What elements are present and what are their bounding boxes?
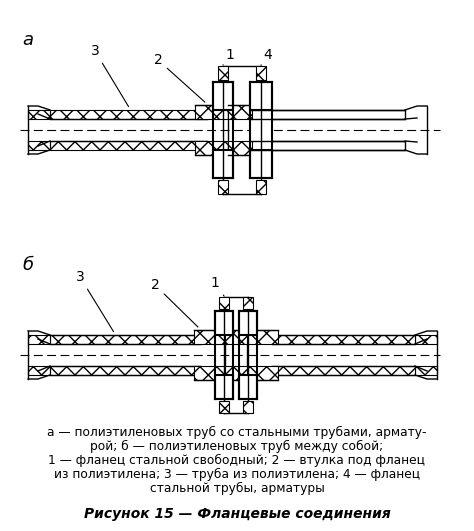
Bar	[194, 330, 225, 344]
Text: 1: 1	[210, 276, 224, 296]
Bar	[247, 330, 278, 344]
Bar	[270, 110, 405, 119]
Bar	[219, 297, 229, 309]
Text: 1: 1	[223, 48, 235, 65]
Bar	[256, 66, 266, 80]
Bar	[243, 401, 253, 413]
Text: 1 — фланец стальной свободный; 2 — втулка под фланец: 1 — фланец стальной свободный; 2 — втулк…	[48, 454, 426, 467]
Bar	[28, 110, 50, 119]
Bar	[28, 141, 50, 150]
Bar	[225, 330, 247, 344]
Text: Рисунок 15 — Фланцевые соединения: Рисунок 15 — Фланцевые соединения	[83, 507, 391, 521]
Bar	[415, 335, 437, 344]
Bar	[218, 66, 228, 80]
Bar	[243, 401, 253, 413]
Bar	[225, 366, 247, 380]
Bar	[225, 330, 247, 344]
Text: б: б	[22, 256, 33, 274]
Bar	[28, 141, 50, 150]
Bar	[195, 141, 228, 155]
Bar	[219, 297, 229, 309]
Bar	[194, 330, 225, 344]
Bar	[225, 366, 247, 380]
Bar	[215, 311, 233, 335]
Text: стальной трубы, арматуры: стальной трубы, арматуры	[150, 482, 324, 495]
Bar	[228, 105, 252, 119]
Bar	[228, 141, 252, 155]
Bar	[194, 366, 225, 380]
Bar	[218, 180, 228, 194]
Bar	[415, 366, 437, 375]
Bar	[219, 401, 229, 413]
Bar	[50, 335, 200, 344]
Bar	[247, 330, 278, 344]
Bar	[415, 335, 437, 344]
Text: а: а	[22, 31, 33, 49]
Bar	[243, 297, 253, 309]
Bar	[256, 66, 266, 80]
Bar	[228, 105, 252, 119]
Text: 4: 4	[261, 48, 273, 65]
Text: а — полиэтиленовых труб со стальными трубами, армату-: а — полиэтиленовых труб со стальными тру…	[47, 426, 427, 439]
Bar	[28, 335, 50, 344]
Bar	[50, 141, 207, 150]
Bar	[247, 366, 278, 380]
Bar	[250, 150, 272, 178]
Text: 2: 2	[154, 53, 205, 102]
Bar	[247, 366, 278, 380]
Bar	[272, 366, 415, 375]
Bar	[50, 141, 207, 150]
Bar	[215, 375, 233, 399]
Bar	[239, 375, 257, 399]
Text: 3: 3	[76, 270, 114, 332]
Bar	[228, 141, 252, 155]
Bar	[270, 141, 405, 150]
Text: 3: 3	[91, 44, 128, 107]
Bar	[50, 110, 207, 119]
Bar	[194, 366, 225, 380]
Bar	[195, 141, 228, 155]
Bar	[28, 366, 50, 375]
Bar	[195, 105, 228, 119]
Bar	[239, 311, 257, 335]
Bar	[195, 105, 228, 119]
Bar	[50, 366, 200, 375]
Bar	[243, 297, 253, 309]
Bar	[250, 110, 272, 150]
Text: 2: 2	[151, 278, 198, 327]
Bar	[28, 366, 50, 375]
Bar	[272, 335, 415, 344]
Bar	[272, 366, 415, 375]
Bar	[272, 335, 415, 344]
Bar	[250, 82, 272, 110]
Bar	[415, 366, 437, 375]
Bar	[256, 180, 266, 194]
Text: рой; б — полиэтиленовых труб между собой;: рой; б — полиэтиленовых труб между собой…	[91, 440, 383, 453]
Bar	[213, 150, 233, 178]
Bar	[218, 180, 228, 194]
Bar	[218, 66, 228, 80]
Text: из полиэтилена; 3 — труба из полиэтилена; 4 — фланец: из полиэтилена; 3 — труба из полиэтилена…	[54, 468, 420, 481]
Bar	[256, 180, 266, 194]
Bar	[219, 401, 229, 413]
Bar	[28, 335, 50, 344]
Bar	[213, 82, 233, 105]
Bar	[50, 110, 207, 119]
Bar	[213, 82, 233, 110]
Bar	[50, 366, 200, 375]
Bar	[28, 110, 50, 119]
Bar	[50, 335, 200, 344]
